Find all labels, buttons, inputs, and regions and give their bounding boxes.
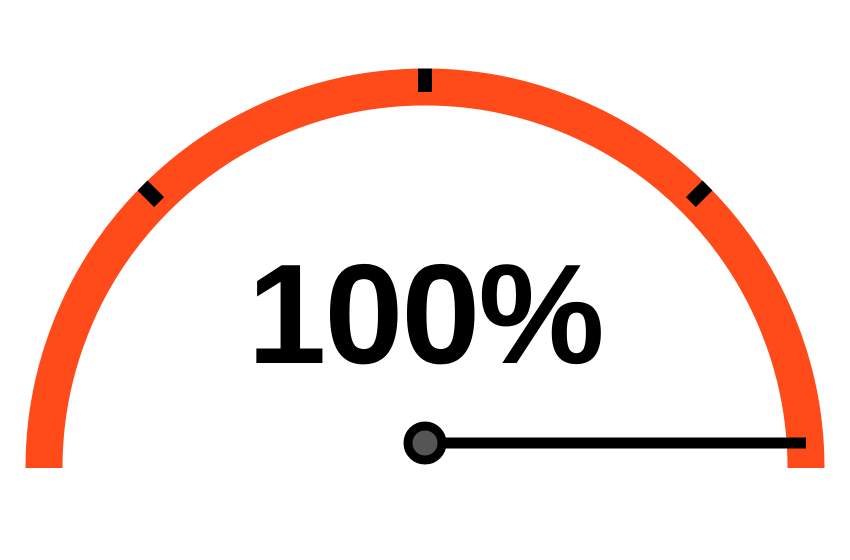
gauge-tick xyxy=(137,180,165,208)
gauge-value-label: 100% xyxy=(247,235,604,394)
gauge-ticks xyxy=(137,68,713,208)
gauge-tick xyxy=(685,180,713,208)
needle-hub-icon xyxy=(403,421,447,465)
